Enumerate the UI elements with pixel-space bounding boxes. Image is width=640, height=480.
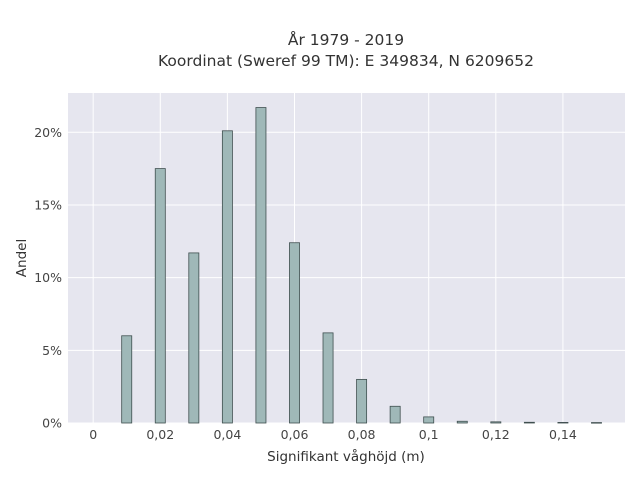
plot-area xyxy=(68,93,625,423)
chart-title-line2: Koordinat (Sweref 99 TM): E 349834, N 62… xyxy=(158,52,534,70)
y-tick-label: 0% xyxy=(42,416,62,431)
y-tick-labels: 0% 5% 10% 15% 20% xyxy=(34,125,62,431)
histogram-bar xyxy=(591,422,602,424)
histogram-bar xyxy=(557,422,569,424)
histogram-bar xyxy=(154,168,166,424)
histogram-bar xyxy=(423,416,435,424)
y-tick-label: 5% xyxy=(42,343,62,358)
y-axis-label: Andel xyxy=(14,239,30,277)
x-tick-label: 0,04 xyxy=(213,427,241,442)
x-tick-label: 0,14 xyxy=(549,427,577,442)
x-tick-labels: 0 0,02 0,04 0,06 0,08 0,1 0,12 0,14 xyxy=(89,427,577,442)
histogram-bar xyxy=(523,421,535,424)
histogram-bar xyxy=(389,405,401,424)
x-tick-label: 0,12 xyxy=(482,427,510,442)
histogram-bar xyxy=(255,107,267,424)
chart-title-line1: År 1979 - 2019 xyxy=(288,30,404,49)
x-tick-label: 0 xyxy=(89,427,97,442)
histogram-bar xyxy=(221,130,233,424)
x-tick-label: 0,1 xyxy=(419,427,439,442)
histogram-bar xyxy=(456,420,468,424)
y-tick-label: 15% xyxy=(34,197,62,212)
histogram-bar xyxy=(121,335,133,424)
x-tick-label: 0,08 xyxy=(348,427,376,442)
x-axis-label: Signifikant våghöjd (m) xyxy=(267,448,425,465)
histogram-bar xyxy=(322,332,334,424)
x-tick-label: 0,02 xyxy=(146,427,174,442)
histogram-bar xyxy=(289,242,300,424)
bar-layer xyxy=(121,107,602,424)
x-tick-label: 0,06 xyxy=(281,427,309,442)
histogram-bar xyxy=(356,378,368,424)
y-tick-label: 10% xyxy=(34,270,62,285)
y-tick-label: 20% xyxy=(34,125,62,140)
histogram-bar xyxy=(490,421,502,424)
histogram-bar xyxy=(188,252,200,424)
